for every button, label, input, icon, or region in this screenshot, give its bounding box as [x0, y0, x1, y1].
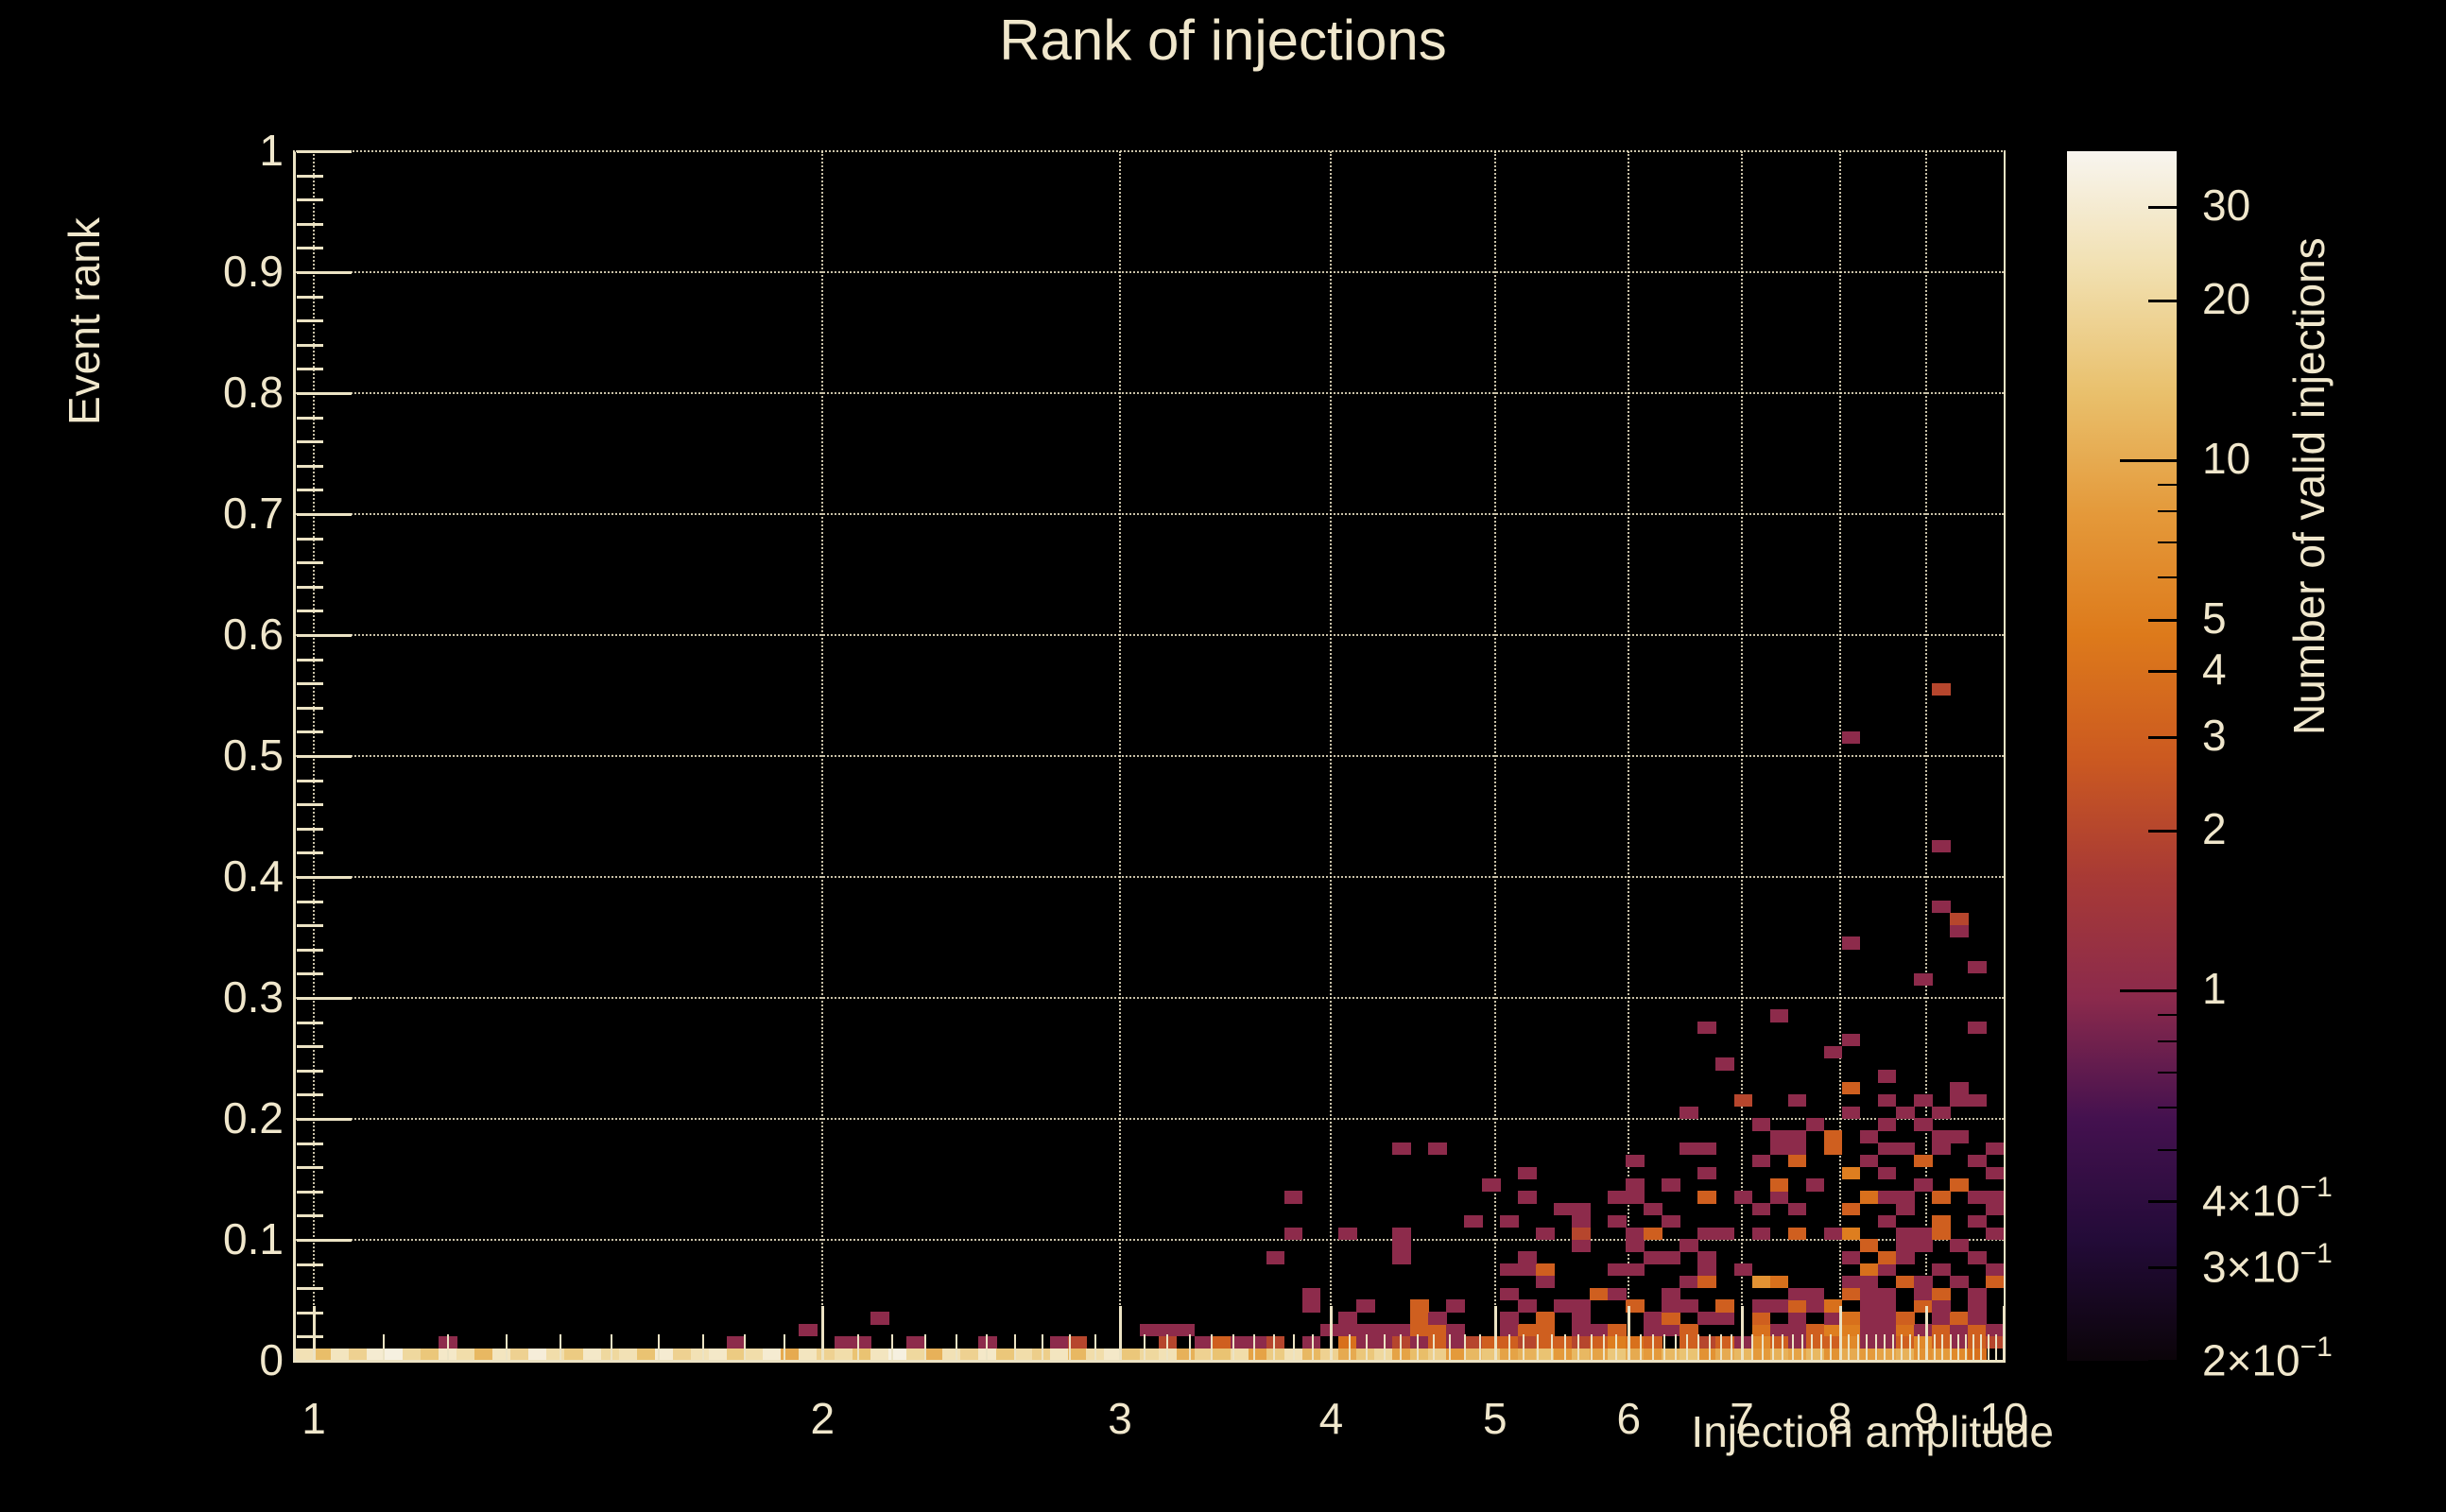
colorbar-tick-label: 4×10−1: [2202, 1172, 2333, 1226]
exponent: −1: [2300, 1238, 2333, 1270]
x-axis-title: Injection amplitude: [1691, 1407, 2054, 1456]
colorbar-tick-label: 2: [2202, 804, 2227, 854]
y-tick-label: 1: [259, 126, 284, 175]
colorbar: [2067, 151, 2177, 1361]
exponent: −1: [2300, 1172, 2333, 1204]
colorbar-tick-label: 4: [2202, 644, 2227, 695]
colorbar-tick-label: 1: [2202, 964, 2227, 1013]
colorbar-tick-label: 5: [2202, 593, 2227, 643]
y-tick-label: 0.6: [223, 610, 284, 659]
x-tick-label: 2: [810, 1394, 835, 1443]
y-tick-label: 0.3: [223, 972, 284, 1022]
y-axis-title: Event rank: [60, 217, 109, 425]
colorbar-tick-label: 30: [2202, 180, 2251, 231]
y-tick-label: 0.5: [223, 730, 284, 780]
exponent: −1: [2300, 1332, 2333, 1364]
y-tick-label: 0.8: [223, 368, 284, 417]
colorbar-tick-label: 3×10−1: [2202, 1238, 2333, 1292]
y-tick-label: 0.2: [223, 1093, 284, 1143]
colorbar-tick-label: 20: [2202, 274, 2251, 324]
chart-title: Rank of injections: [999, 9, 1447, 72]
colorbar-tick-label: 3: [2202, 711, 2227, 761]
colorbar-tick-label: 2×10−1: [2202, 1332, 2333, 1385]
x-tick-label: 1: [301, 1394, 326, 1443]
y-tick-label: 0.9: [223, 247, 284, 296]
x-tick-label: 4: [1318, 1394, 1344, 1443]
x-tick-label: 5: [1482, 1394, 1507, 1443]
y-tick-label: 0: [259, 1335, 284, 1384]
x-tick-label: 3: [1108, 1394, 1132, 1443]
y-tick-label: 0.4: [223, 851, 284, 901]
plot-frame: [293, 150, 2006, 1363]
colorbar-tick-label: 10: [2202, 434, 2251, 483]
y-tick-label: 0.1: [223, 1214, 284, 1263]
y-tick-label: 0.7: [223, 489, 284, 538]
x-tick-label: 6: [1616, 1394, 1642, 1443]
colorbar-title: Number of valid injections: [2284, 237, 2334, 735]
